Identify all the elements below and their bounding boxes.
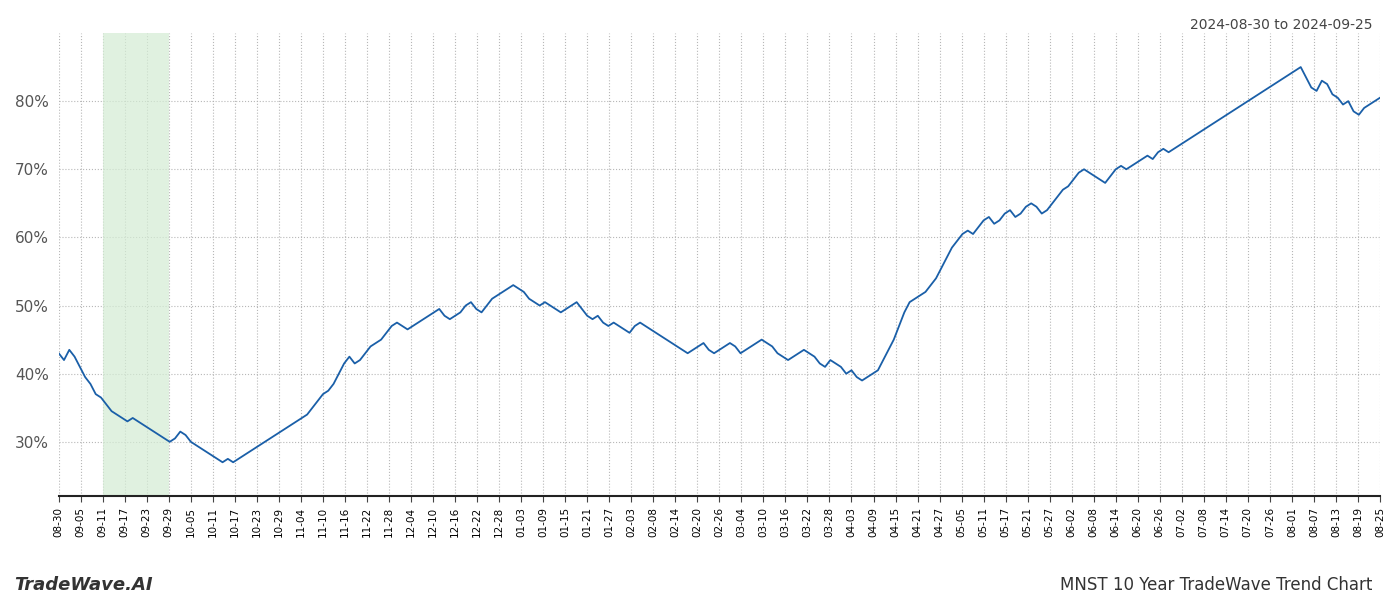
Text: MNST 10 Year TradeWave Trend Chart: MNST 10 Year TradeWave Trend Chart [1060, 576, 1372, 594]
Bar [102, 33, 169, 496]
Text: TradeWave.AI: TradeWave.AI [14, 576, 153, 594]
Text: 2024-08-30 to 2024-09-25: 2024-08-30 to 2024-09-25 [1190, 18, 1372, 32]
